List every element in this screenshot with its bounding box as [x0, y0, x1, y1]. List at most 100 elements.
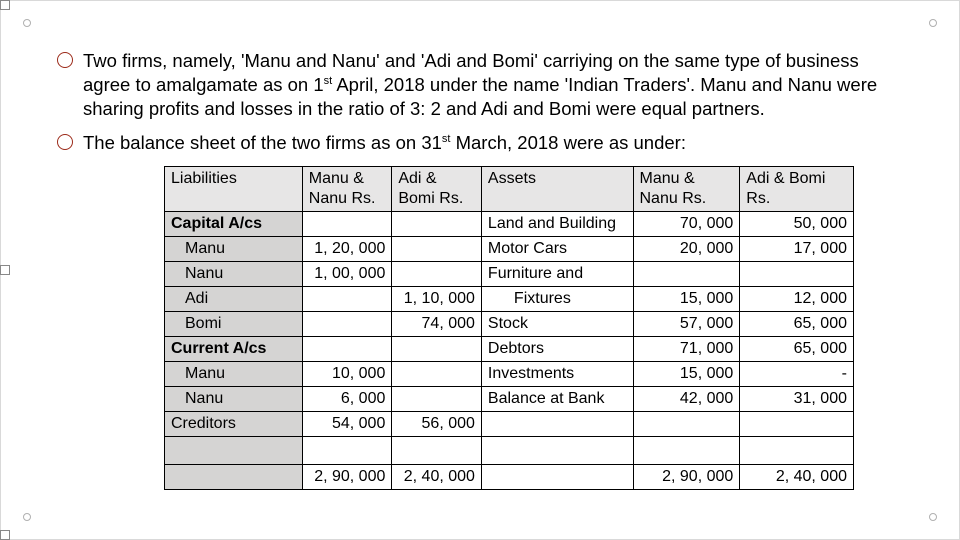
liabilities-label: Current A/cs [165, 337, 303, 362]
th-ab1: Adi & Bomi Rs. [392, 167, 482, 212]
selection-handle [0, 0, 10, 10]
asset-mn: 42, 000 [633, 387, 740, 412]
asset-mn: 70, 000 [633, 212, 740, 237]
liab-ab [392, 362, 482, 387]
p2-part-a: The balance sheet of the two firms as on… [83, 132, 442, 153]
th-mn2: Manu & Nanu Rs. [633, 167, 740, 212]
corner-circle [929, 513, 937, 521]
totals-mn1: 2, 90, 000 [302, 465, 392, 490]
balance-sheet-table-wrap: Liabilities Manu & Nanu Rs. Adi & Bomi R… [164, 166, 854, 490]
assets-label: Motor Cars [481, 237, 633, 262]
table-row: Capital A/csLand and Building70, 00050, … [165, 212, 854, 237]
asset-mn: 71, 000 [633, 337, 740, 362]
liab-ab [392, 212, 482, 237]
asset-mn: 15, 000 [633, 287, 740, 312]
spacer-cell [392, 437, 482, 465]
asset-ab: 65, 000 [740, 337, 854, 362]
corner-circle [929, 19, 937, 27]
assets-label: Stock [481, 312, 633, 337]
asset-ab [740, 262, 854, 287]
assets-label: Furniture and [481, 262, 633, 287]
liab-mn [302, 312, 392, 337]
asset-mn: 57, 000 [633, 312, 740, 337]
paragraph-1-text: Two firms, namely, 'Manu and Nanu' and '… [83, 49, 903, 121]
totals-blank [165, 465, 303, 490]
totals-blank2 [481, 465, 633, 490]
th-liabilities: Liabilities [165, 167, 303, 212]
table-totals: 2, 90, 000 2, 40, 000 2, 90, 000 2, 40, … [165, 465, 854, 490]
liabilities-label: Bomi [165, 312, 303, 337]
totals-row: 2, 90, 000 2, 40, 000 2, 90, 000 2, 40, … [165, 465, 854, 490]
liabilities-label: Nanu [165, 387, 303, 412]
table-spacer-row [165, 437, 854, 465]
paragraph-1: Two firms, namely, 'Manu and Nanu' and '… [57, 49, 903, 121]
table-row: Manu10, 000Investments15, 000- [165, 362, 854, 387]
table-row: Adi 1, 10, 000Fixtures15, 00012, 000 [165, 287, 854, 312]
asset-ab: 65, 000 [740, 312, 854, 337]
asset-ab: 17, 000 [740, 237, 854, 262]
corner-circle [23, 513, 31, 521]
table-row: Nanu6, 000 Balance at Bank42, 00031, 000 [165, 387, 854, 412]
slide: Two firms, namely, 'Manu and Nanu' and '… [0, 0, 960, 540]
spacer-cell [633, 437, 740, 465]
spacer-cell [165, 437, 303, 465]
liab-mn [302, 337, 392, 362]
assets-label: Balance at Bank [481, 387, 633, 412]
asset-ab: 12, 000 [740, 287, 854, 312]
th-ab2: Adi & Bomi Rs. [740, 167, 854, 212]
asset-ab: 31, 000 [740, 387, 854, 412]
liab-ab: 74, 000 [392, 312, 482, 337]
table-body: Capital A/csLand and Building70, 00050, … [165, 212, 854, 465]
table-row: Creditors54, 00056, 000 [165, 412, 854, 437]
paragraph-2: The balance sheet of the two firms as on… [57, 131, 903, 155]
liabilities-label: Adi [165, 287, 303, 312]
assets-label: Land and Building [481, 212, 633, 237]
asset-mn: 15, 000 [633, 362, 740, 387]
spacer-cell [481, 437, 633, 465]
totals-ab2: 2, 40, 000 [740, 465, 854, 490]
assets-label: Fixtures [481, 287, 633, 312]
asset-mn [633, 412, 740, 437]
liab-mn: 54, 000 [302, 412, 392, 437]
table-row: Current A/csDebtors71, 00065, 000 [165, 337, 854, 362]
liab-mn: 1, 20, 000 [302, 237, 392, 262]
table-row: Nanu1, 00, 000 Furniture and [165, 262, 854, 287]
asset-ab [740, 412, 854, 437]
liab-ab: 1, 10, 000 [392, 287, 482, 312]
liab-mn: 10, 000 [302, 362, 392, 387]
table-row: Manu1, 20, 000 Motor Cars20, 00017, 000 [165, 237, 854, 262]
bullet-ring-icon [57, 52, 73, 68]
selection-handle [0, 530, 10, 540]
liab-mn: 6, 000 [302, 387, 392, 412]
assets-label [481, 412, 633, 437]
asset-mn [633, 262, 740, 287]
table-row: Bomi 74, 000Stock57, 00065, 000 [165, 312, 854, 337]
balance-sheet-table: Liabilities Manu & Nanu Rs. Adi & Bomi R… [164, 166, 854, 490]
liab-ab [392, 337, 482, 362]
totals-ab1: 2, 40, 000 [392, 465, 482, 490]
asset-ab: - [740, 362, 854, 387]
liab-ab [392, 262, 482, 287]
paragraph-2-text: The balance sheet of the two firms as on… [83, 131, 686, 155]
liabilities-label: Creditors [165, 412, 303, 437]
liab-mn: 1, 00, 000 [302, 262, 392, 287]
liabilities-label: Manu [165, 237, 303, 262]
liab-ab [392, 387, 482, 412]
th-mn1: Manu & Nanu Rs. [302, 167, 392, 212]
th-assets: Assets [481, 167, 633, 212]
p2-part-b: March, 2018 were as under: [450, 132, 686, 153]
liab-ab [392, 237, 482, 262]
spacer-cell [740, 437, 854, 465]
p1-sup: st [324, 75, 333, 87]
liabilities-label: Capital A/cs [165, 212, 303, 237]
totals-mn2: 2, 90, 000 [633, 465, 740, 490]
corner-circle [23, 19, 31, 27]
liab-mn [302, 212, 392, 237]
selection-handle [0, 265, 10, 275]
liabilities-label: Manu [165, 362, 303, 387]
table-header-row: Liabilities Manu & Nanu Rs. Adi & Bomi R… [165, 167, 854, 212]
spacer-cell [302, 437, 392, 465]
asset-mn: 20, 000 [633, 237, 740, 262]
bullet-ring-icon [57, 134, 73, 150]
liabilities-label: Nanu [165, 262, 303, 287]
